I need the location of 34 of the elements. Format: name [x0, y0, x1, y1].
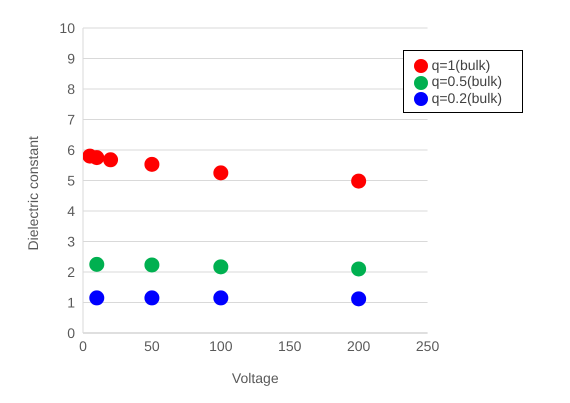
- x-tick-label: 0: [79, 338, 88, 354]
- y-tick-label: 4: [67, 202, 76, 219]
- y-tick-label: 10: [59, 20, 76, 36]
- y-tick-label: 0: [67, 324, 76, 341]
- point: [213, 259, 228, 274]
- point: [144, 156, 160, 172]
- point: [351, 174, 366, 189]
- point: [89, 290, 104, 306]
- y-tick-label: 3: [67, 233, 76, 250]
- x-tick-label: 250: [416, 338, 440, 354]
- y-axis-title: Dielectric constant: [24, 136, 41, 250]
- point: [144, 257, 160, 272]
- point: [144, 290, 160, 306]
- y-tick-label: 1: [67, 294, 76, 310]
- x-tick-label: 150: [278, 338, 302, 354]
- legend-label: q=1(bulk): [432, 57, 490, 73]
- point: [213, 165, 228, 180]
- point: [351, 291, 366, 306]
- x-tick-label: 100: [209, 338, 233, 354]
- y-tick-label: 9: [67, 50, 76, 66]
- point: [89, 256, 104, 272]
- x-tick-label: 200: [346, 338, 371, 354]
- point: [103, 152, 118, 168]
- point: [351, 261, 366, 276]
- x-tick-label: 50: [144, 338, 160, 354]
- legend-label: q=0.2(bulk): [432, 90, 502, 106]
- x-axis-title: Voltage: [232, 370, 279, 386]
- legend-label: q=0.5(bulk): [432, 73, 502, 90]
- y-tick-label: 6: [67, 142, 76, 158]
- y-tick-label: 7: [67, 111, 76, 128]
- point: [213, 290, 228, 306]
- y-tick-label: 5: [67, 172, 76, 188]
- y-tick-label: 8: [67, 80, 76, 97]
- y-tick-label: 2: [67, 264, 76, 280]
